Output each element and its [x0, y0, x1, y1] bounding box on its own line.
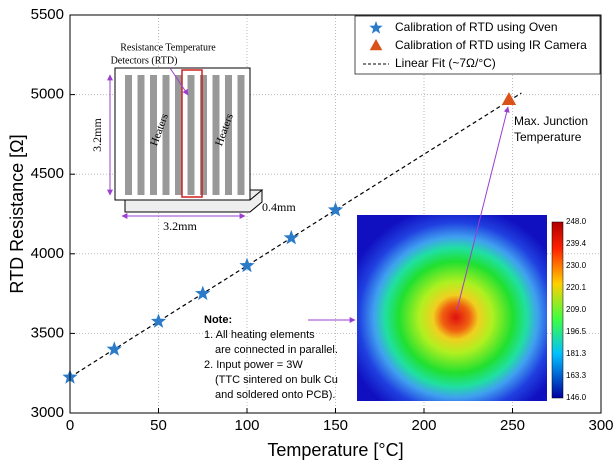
legend-label: Calibration of RTD using IR Camera — [395, 38, 587, 52]
note-line: (TTC sintered on bulk Cu — [215, 374, 338, 386]
heater-stripe — [138, 75, 145, 195]
x-tick-label: 150 — [323, 417, 348, 434]
colorbar-tick-label: 239.4 — [566, 239, 587, 248]
y-tick-label: 4500 — [31, 165, 64, 182]
rtd-label: Detectors (RTD) — [111, 55, 178, 66]
max-junction-label: Max. Junction — [514, 114, 588, 128]
y-tick-label: 3500 — [31, 324, 64, 341]
dimension-label: 0.4mm — [262, 200, 296, 214]
note-line: 1. All heating elements — [204, 329, 315, 341]
chart: 0 50 100 150 200 250 300 3000 3500 4000 4500 5000 55… — [0, 0, 616, 461]
x-tick-label: 200 — [411, 417, 436, 434]
max-junction-label: Temperature — [514, 130, 582, 144]
y-tick-label: 3000 — [31, 404, 64, 421]
colorbar-tick-label: 248.0 — [566, 217, 587, 226]
y-tick-label: 4000 — [31, 245, 64, 262]
heatmap — [357, 215, 547, 401]
colorbar-tick-label: 220.1 — [566, 283, 587, 292]
x-tick-label: 300 — [588, 417, 613, 434]
colorbar-tick-label: 181.3 — [566, 349, 587, 358]
heater-stripe — [200, 75, 207, 195]
x-tick-label: 50 — [150, 417, 167, 434]
rtd-label: Resistance Temperature — [120, 42, 216, 53]
note-line: and soldered onto PCB). — [215, 389, 335, 401]
colorbar — [552, 222, 563, 398]
note-line: Note: — [204, 314, 232, 326]
legend-label: Linear Fit (~7Ω/°C) — [395, 56, 496, 70]
x-tick-label: 0 — [66, 417, 74, 434]
note-line: are connected in parallel. — [215, 344, 338, 356]
colorbar-tick-label: 146.0 — [566, 393, 587, 402]
note-line: 2. Input power = 3W — [204, 359, 303, 371]
heater-stripe — [175, 75, 182, 195]
colorbar-tick-label: 196.5 — [566, 327, 587, 336]
x-tick-label: 100 — [234, 417, 259, 434]
page: 0 50 100 150 200 250 300 3000 3500 4000 4500 5000 55… — [0, 0, 616, 461]
x-axis-label: Temperature [°C] — [267, 440, 403, 460]
colorbar-tick-label: 209.0 — [566, 305, 587, 314]
colorbar-tick-label: 230.0 — [566, 261, 587, 270]
heater-stripe — [125, 75, 132, 195]
x-tick-label: 250 — [500, 417, 525, 434]
y-tick-label: 5000 — [31, 86, 64, 103]
dimension-label: 3.2mm — [90, 118, 104, 152]
dimension-label: 3.2mm — [163, 219, 197, 233]
heatmap-inset: 248.0 239.4 230.0 220.1 209.0 196.5 181.3 163.3… — [357, 215, 587, 402]
y-tick-label: 5500 — [31, 6, 64, 23]
legend: Calibration of RTD using Oven Calibration… — [355, 16, 600, 74]
heater-stripe — [238, 75, 245, 195]
heater-stripe — [188, 75, 195, 195]
legend-label: Calibration of RTD using Oven — [395, 20, 558, 34]
y-axis-label: RTD Resistance [Ω] — [7, 134, 27, 293]
colorbar-tick-label: 163.3 — [566, 371, 587, 380]
